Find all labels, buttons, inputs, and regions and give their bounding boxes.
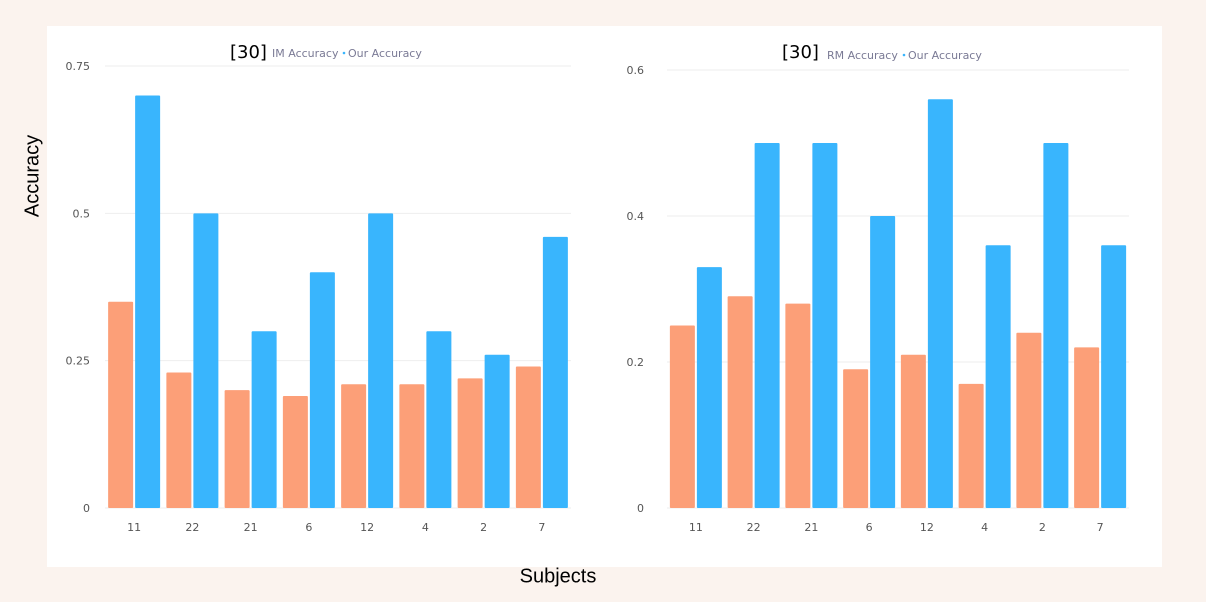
y-tick-label: 0.2 [627,356,645,369]
ours-bar [193,213,219,509]
legend-ours: Our Accuracy [348,47,422,60]
legend-dot [342,51,346,55]
baseline-bar [958,383,984,508]
ours-bar [251,331,277,508]
x-tick-label: 22 [747,521,761,534]
legend-ours: Our Accuracy [908,49,982,62]
y-tick-label: 0.6 [627,64,645,77]
x-tick-label: 7 [538,521,545,534]
chart-reference: [30] [782,42,819,63]
baseline-bar [843,369,869,508]
ours-bar [542,236,568,508]
ours-bar [309,272,335,508]
ours-bar [812,143,838,508]
x-tick-label: 12 [360,521,374,534]
baseline-bar [224,390,250,508]
baseline-bar [282,396,308,508]
x-tick-label: 12 [920,521,934,534]
x-tick-label: 4 [981,521,988,534]
ours-bar [985,245,1011,508]
y-tick-label: 0 [637,502,644,515]
ours-bar [754,143,780,508]
baseline-bar [399,384,425,508]
ours-bar [927,99,953,508]
ours-bar [484,354,510,508]
x-tick-label: 11 [689,521,703,534]
y-tick-label: 0 [83,502,90,515]
charts-svg: 0 0.25 0.5 0.75 11 22 21 6 12 4 2 7 [30] IM Accuracy O… [66,42,1129,534]
y-tick-label: 0.75 [66,60,91,73]
ours-bar [1101,245,1127,508]
ours-bar [368,213,394,509]
legend-dot [902,53,906,57]
y-tick-label: 0.25 [66,355,91,368]
baseline-bar [341,384,367,508]
ours-bar [1043,143,1069,508]
baseline-bar [515,366,541,508]
chart-1: 0 0.25 0.5 0.75 11 22 21 6 12 4 2 7 [30] IM Accuracy O… [66,42,571,534]
y-tick-label: 0.4 [627,210,645,223]
baseline-bar [1016,332,1042,508]
chart-reference: [30] [230,42,267,63]
x-tick-label: 6 [305,521,312,534]
ours-bar [870,216,896,508]
ours-bar [135,95,161,508]
legend-baseline: RM Accuracy [827,49,898,62]
x-tick-label: 4 [422,521,429,534]
x-tick-label: 21 [804,521,818,534]
baseline-bar [669,325,695,508]
x-tick-label: 2 [480,521,487,534]
y-tick-label: 0.5 [73,207,91,220]
x-axis-label: Subjects [519,565,597,588]
baseline-bar [1074,347,1100,508]
baseline-bar [166,372,192,508]
baseline-bar [900,354,926,508]
x-tick-label: 2 [1039,521,1046,534]
legend-baseline: IM Accuracy [272,47,339,60]
ours-bar [426,331,452,508]
baseline-bar [727,296,753,508]
ours-bar [696,267,722,508]
x-tick-label: 21 [244,521,258,534]
baseline-bar [457,378,483,508]
baseline-bar [108,301,134,508]
baseline-bar [785,303,811,508]
x-tick-label: 11 [127,521,141,534]
x-tick-label: 7 [1097,521,1104,534]
x-tick-label: 22 [185,521,199,534]
chart-2: 0 0.2 0.4 0.6 11 22 21 6 12 4 2 7 [30] RM Accuracy Our… [627,42,1129,534]
x-tick-label: 6 [866,521,873,534]
y-axis-label: Accuracy [21,134,44,218]
chart-panel: 0 0.25 0.5 0.75 11 22 21 6 12 4 2 7 [30] IM Accuracy O… [47,26,1162,567]
